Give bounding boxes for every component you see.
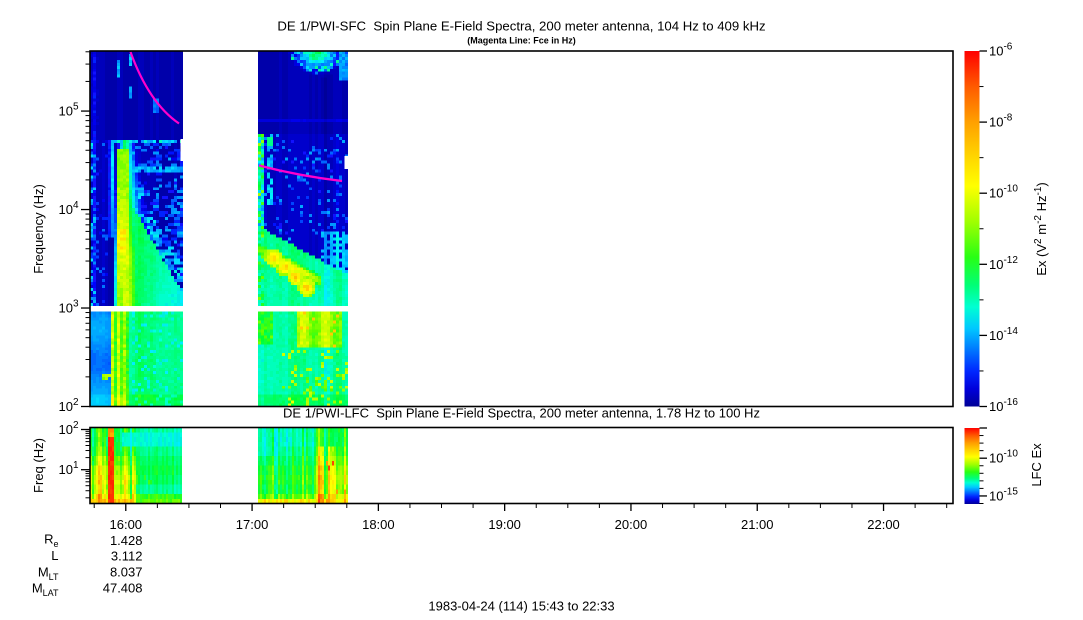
svg-text:L: L	[51, 548, 58, 563]
svg-text:Freq (Hz): Freq (Hz)	[31, 438, 46, 493]
svg-text:Ex (V2 m-2 Hz-1): Ex (V2 m-2 Hz-1)	[1033, 182, 1049, 275]
svg-text:1983-04-24 (114) 15:43 to 22:3: 1983-04-24 (114) 15:43 to 22:33	[428, 599, 614, 614]
svg-text:18:00: 18:00	[362, 517, 395, 532]
svg-text:DE 1/PWI-LFC Spin Plane E-Fie: DE 1/PWI-LFC Spin Plane E-Field Spectra,…	[283, 406, 760, 421]
svg-text:17:00: 17:00	[236, 517, 269, 532]
svg-text:16:00: 16:00	[110, 517, 143, 532]
svg-text:22:00: 22:00	[867, 517, 900, 532]
svg-text:20:00: 20:00	[615, 517, 648, 532]
svg-text:21:00: 21:00	[741, 517, 774, 532]
svg-text:DE 1/PWI-SFC Spin Plane E-Fie: DE 1/PWI-SFC Spin Plane E-Field Spectra,…	[277, 19, 765, 34]
svg-text:3.112: 3.112	[111, 549, 143, 564]
svg-text:(Magenta Line: Fce in Hz): (Magenta Line: Fce in Hz)	[467, 36, 576, 46]
svg-text:19:00: 19:00	[488, 517, 521, 532]
svg-text:LFC Ex: LFC Ex	[1029, 443, 1044, 487]
svg-text:Frequency (Hz): Frequency (Hz)	[31, 184, 46, 274]
svg-text:1.428: 1.428	[110, 533, 143, 548]
svg-text:8.037: 8.037	[110, 565, 143, 580]
svg-text:47.408: 47.408	[103, 581, 143, 596]
